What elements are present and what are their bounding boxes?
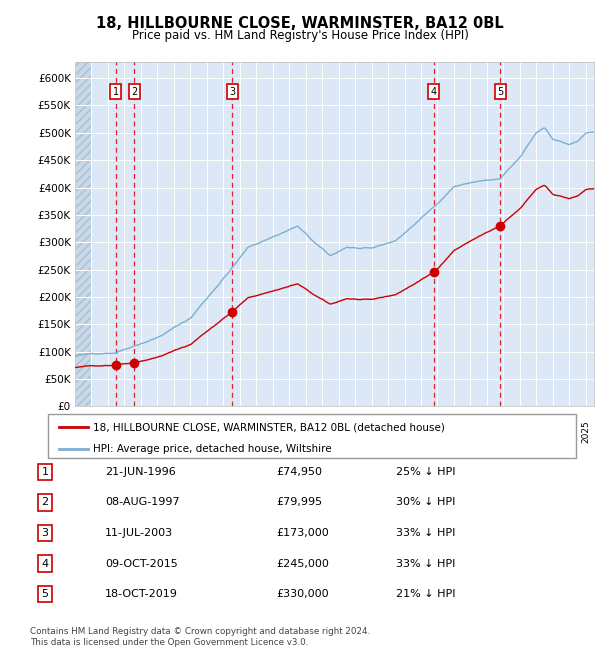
Text: 2009: 2009 [317, 420, 326, 443]
Text: 18-OCT-2019: 18-OCT-2019 [105, 589, 178, 599]
Text: 2005: 2005 [252, 420, 261, 443]
Text: 2: 2 [131, 87, 137, 97]
Text: 2014: 2014 [400, 420, 409, 443]
Text: 2021: 2021 [515, 420, 524, 443]
Text: 1996: 1996 [103, 420, 112, 443]
Text: £173,000: £173,000 [276, 528, 329, 538]
Text: £74,950: £74,950 [276, 467, 322, 477]
Text: 08-AUG-1997: 08-AUG-1997 [105, 497, 179, 508]
Text: 30% ↓ HPI: 30% ↓ HPI [396, 497, 455, 508]
Text: 2017: 2017 [449, 420, 458, 443]
Text: 2019: 2019 [482, 420, 491, 443]
Text: 4: 4 [41, 558, 49, 569]
Text: 2020: 2020 [499, 420, 508, 443]
Text: 5: 5 [497, 87, 503, 97]
Text: 2000: 2000 [169, 420, 178, 443]
Text: 3: 3 [229, 87, 235, 97]
Text: 1998: 1998 [136, 420, 145, 443]
Text: 2012: 2012 [367, 420, 376, 443]
Text: 2003: 2003 [219, 420, 228, 443]
Text: 25% ↓ HPI: 25% ↓ HPI [396, 467, 455, 477]
Text: HPI: Average price, detached house, Wiltshire: HPI: Average price, detached house, Wilt… [93, 443, 332, 454]
Text: 2006: 2006 [268, 420, 277, 443]
Text: 11-JUL-2003: 11-JUL-2003 [105, 528, 173, 538]
Text: 33% ↓ HPI: 33% ↓ HPI [396, 528, 455, 538]
Text: 21-JUN-1996: 21-JUN-1996 [105, 467, 176, 477]
Text: 2010: 2010 [334, 420, 343, 443]
Text: 4: 4 [431, 87, 437, 97]
Text: Price paid vs. HM Land Registry's House Price Index (HPI): Price paid vs. HM Land Registry's House … [131, 29, 469, 42]
Text: 2016: 2016 [433, 420, 442, 443]
Text: 2015: 2015 [416, 420, 425, 443]
Text: 21% ↓ HPI: 21% ↓ HPI [396, 589, 455, 599]
Text: 2007: 2007 [284, 420, 293, 443]
Bar [75, 62, 91, 406]
Text: 1999: 1999 [153, 420, 162, 443]
Text: £79,995: £79,995 [276, 497, 322, 508]
Text: 2022: 2022 [532, 420, 541, 443]
Text: 5: 5 [41, 589, 49, 599]
Text: 2025: 2025 [581, 420, 590, 443]
Text: 2023: 2023 [548, 420, 557, 443]
Text: 3: 3 [41, 528, 49, 538]
Text: 2001: 2001 [186, 420, 195, 443]
Text: 1995: 1995 [87, 420, 96, 443]
Text: 09-OCT-2015: 09-OCT-2015 [105, 558, 178, 569]
Text: 18, HILLBOURNE CLOSE, WARMINSTER, BA12 0BL (detached house): 18, HILLBOURNE CLOSE, WARMINSTER, BA12 0… [93, 422, 445, 432]
Text: £330,000: £330,000 [276, 589, 329, 599]
Text: 1: 1 [41, 467, 49, 477]
Text: 2024: 2024 [565, 420, 574, 443]
Text: 2008: 2008 [301, 420, 310, 443]
Text: 2013: 2013 [383, 420, 392, 443]
Text: 2011: 2011 [350, 420, 359, 443]
Text: 2004: 2004 [235, 420, 244, 443]
Text: 1: 1 [113, 87, 119, 97]
Text: 18, HILLBOURNE CLOSE, WARMINSTER, BA12 0BL: 18, HILLBOURNE CLOSE, WARMINSTER, BA12 0… [96, 16, 504, 31]
Bar [75, 62, 91, 406]
Text: 1994: 1994 [71, 420, 79, 443]
Text: 2: 2 [41, 497, 49, 508]
Text: 2002: 2002 [202, 420, 211, 443]
Text: 33% ↓ HPI: 33% ↓ HPI [396, 558, 455, 569]
Text: Contains HM Land Registry data © Crown copyright and database right 2024.
This d: Contains HM Land Registry data © Crown c… [30, 627, 370, 647]
Text: 2018: 2018 [466, 420, 475, 443]
Text: £245,000: £245,000 [276, 558, 329, 569]
FancyBboxPatch shape [48, 414, 576, 458]
Text: 1997: 1997 [120, 420, 129, 443]
